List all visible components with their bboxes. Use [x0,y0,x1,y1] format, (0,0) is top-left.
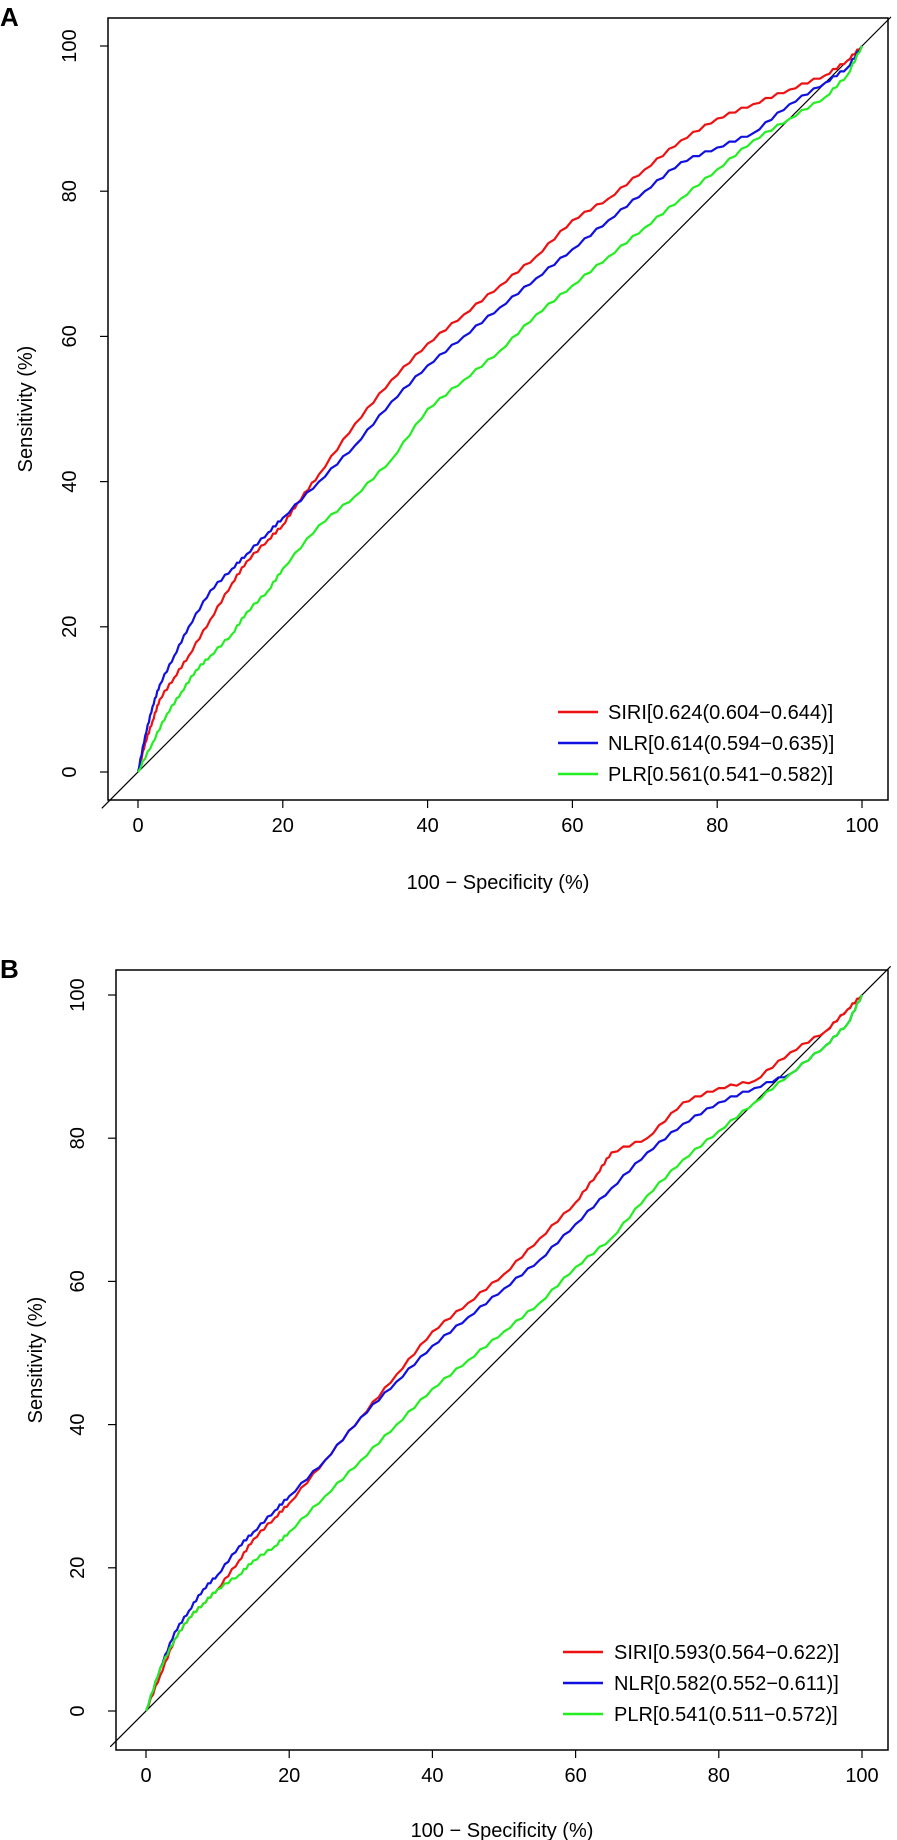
panel-a-x-tick-label: 80 [706,815,728,837]
panel-b-x-tick-label: 100 [845,1765,878,1787]
panel-a-x-tick-label: 40 [416,815,438,837]
panel-a-y-axis-title: Sensitivity (%) [15,346,37,473]
panel-b-y-tick-label: 40 [67,1413,89,1435]
panel-b-y-tick-label: 0 [67,1705,89,1716]
panel-b-nlr-curve [144,994,864,1712]
panel-b-y-tick-label: 100 [67,978,89,1011]
panel-b-x-axis-title: 100 − Specificity (%) [411,1820,594,1840]
panel-b-legend: SIRI[0.593(0.564−0.622)] NLR[0.582(0.552−… [563,1642,839,1726]
panel-a-y-tick-label: 0 [59,766,81,777]
panel-a-plr-curve [137,45,864,773]
panel-a-y-tick-label: 80 [59,180,81,202]
panel-a-legend-siri-label: SIRI[0.624(0.604−0.644)] [608,702,833,724]
panel-a-y-tick-label: 40 [59,470,81,492]
panel-b-series [144,994,864,1712]
panel-b-plr-curve [144,994,864,1712]
panel-b-x-tick-label: 80 [708,1765,730,1787]
panel-a-x-axis-title: 100 − Specificity (%) [407,872,590,894]
panel-b-legend-siri-label: SIRI[0.593(0.564−0.622)] [614,1642,839,1664]
panel-a-plot-frame [107,17,889,801]
panel-b-legend-nlr-label: NLR[0.582(0.552−0.611)] [614,1673,839,1695]
panel-a-y-tick-label: 20 [59,616,81,638]
panel-b-legend-plr-label: PLR[0.541(0.511−0.572)] [614,1704,838,1726]
panel-a-nlr-curve [136,45,863,773]
panel-b-x-tick-label: 0 [140,1765,151,1787]
panel-b-x-tick-label: 20 [278,1765,300,1787]
panel-a-reference-line [101,16,892,809]
panel-a-x-tick-label: 0 [132,815,143,837]
panel-a-legend-plr-label: PLR[0.561(0.541−0.582)] [608,764,833,786]
panel-a-x-tick-label: 100 [845,815,878,837]
panel-a-y-tick-label: 60 [59,325,81,347]
panel-b-reference-line [109,965,892,1748]
panel-b-plot-frame [115,969,889,1751]
panel-a-y-axis: 0 20 40 60 80 100 [59,29,108,778]
panel-b-letter: B [0,954,19,984]
panel-a-x-axis: 0 20 40 60 80 100 [132,800,879,837]
panel-a-series [136,45,864,773]
panel-a-x-tick-label: 20 [272,815,294,837]
panel-a-siri-curve [136,45,863,773]
panel-b-y-tick-label: 20 [67,1557,89,1579]
panel-a-letter: A [0,2,19,32]
panel-a: A 0 20 40 60 80 100 0 20 40 60 80 100 100 − Specif… [0,2,892,894]
panel-b: B 0 20 40 60 80 100 0 20 40 60 80 100 100 − Specif… [0,954,892,1840]
panel-a-legend: SIRI[0.624(0.604−0.644)] NLR[0.614(0.594−… [558,702,834,786]
panel-a-x-tick-label: 60 [561,815,583,837]
panel-b-y-tick-label: 80 [67,1127,89,1149]
panel-b-y-axis-title: Sensitivity (%) [25,1297,47,1424]
panel-b-x-tick-label: 40 [421,1765,443,1787]
panel-b-y-tick-label: 60 [67,1270,89,1292]
panel-b-x-tick-label: 60 [564,1765,586,1787]
panel-b-x-axis: 0 20 40 60 80 100 [140,1750,879,1787]
panel-a-legend-nlr-label: NLR[0.614(0.594−0.635)] [608,733,834,755]
panel-a-y-tick-label: 100 [59,29,81,62]
panel-b-y-axis: 0 20 40 60 80 100 [67,978,116,1717]
